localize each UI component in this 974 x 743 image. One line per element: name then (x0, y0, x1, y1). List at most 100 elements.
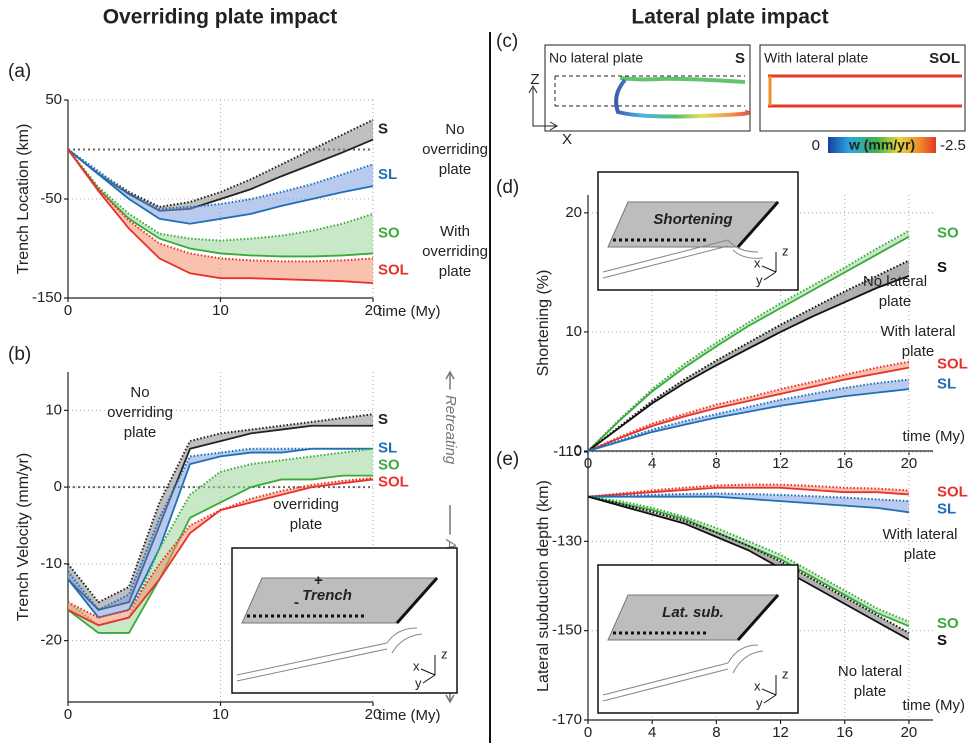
x-axis-label: time (My) (903, 697, 966, 714)
x-tick-label: 12 (772, 724, 789, 741)
inset-plate (602, 239, 764, 279)
x-tick-label: 4 (648, 724, 656, 741)
x-tick-label: 12 (772, 455, 789, 472)
series-line (587, 275, 910, 452)
series-upper-line (587, 492, 909, 503)
annotation: With lateral (882, 526, 957, 543)
band (588, 379, 909, 451)
annotation: No lateral (838, 663, 902, 680)
inset-plate (236, 627, 423, 682)
series-label: SO (378, 225, 400, 242)
band (588, 493, 909, 513)
annotation: overriding (107, 404, 173, 421)
inset-axis-letter: x (754, 255, 761, 270)
series-line (67, 148, 374, 285)
colorbar-label: 0 (812, 137, 820, 154)
y-tick-label: 50 (45, 91, 62, 108)
x-axis-label: time (My) (378, 707, 441, 724)
annotation: plate (854, 683, 887, 700)
y-tick-label: 0 (574, 442, 582, 459)
panel-letter: (b) (8, 344, 31, 365)
inset-trench (736, 594, 780, 641)
band (588, 230, 909, 451)
series-upper-line (67, 476, 374, 619)
y-tick-label: 10 (45, 401, 62, 418)
inset-axes (761, 675, 777, 704)
series-upper-line (587, 495, 910, 634)
series-line (587, 495, 910, 641)
y-tick-label: 10 (565, 323, 582, 340)
series-label: SL (378, 166, 397, 183)
series-line (588, 495, 910, 514)
band (588, 260, 909, 451)
heading: Lateral plate impact (631, 6, 828, 29)
annotation: No (445, 121, 464, 138)
y-axis-label: Lateral subduction depth (km) (535, 480, 552, 692)
colorbar-label: -2.5 (940, 137, 966, 154)
annotation: plate (879, 293, 912, 310)
panel-letter: (c) (496, 31, 518, 52)
axis-line (67, 372, 373, 703)
series-label: S (937, 259, 947, 276)
annotation: plate (902, 343, 935, 360)
series-label: SO (378, 457, 400, 474)
x-tick-label: 20 (365, 302, 382, 319)
inset-axis-letter: x (413, 658, 420, 673)
side-label-bg (440, 389, 460, 470)
annotation: plate (290, 516, 323, 533)
x-tick-label: 20 (901, 455, 918, 472)
series-label: SL (378, 440, 397, 457)
x-tick-label: 20 (365, 706, 382, 723)
series-label: SL (937, 500, 956, 517)
y-tick-label: -10 (40, 555, 62, 572)
y-tick-label: 0 (54, 478, 62, 495)
inset-plate (602, 644, 764, 702)
x-tick-label: 8 (712, 724, 720, 741)
series-line (587, 235, 910, 452)
inset-label: Shortening (653, 211, 732, 228)
series-line (67, 148, 374, 225)
series-upper-line (67, 148, 374, 242)
colorbar-title: w (mm/yr) (848, 137, 915, 153)
series-line (67, 447, 373, 619)
panel-letter: (a) (8, 61, 31, 82)
panel-c-right: With lateral plate SOL (759, 44, 966, 132)
band (588, 484, 909, 497)
y-tick-label: -150 (552, 622, 582, 639)
inset-axes (761, 252, 777, 281)
x-tick-label: 16 (836, 724, 853, 741)
inset-axis-letter: y (415, 675, 422, 690)
annotation: No (130, 384, 149, 401)
inset-label: Lat. sub. (662, 604, 724, 621)
colorbar (828, 137, 936, 153)
x-tick-label: 8 (712, 455, 720, 472)
series-label: SOL (937, 483, 968, 500)
inset-axis-letter: y (756, 272, 763, 287)
annotation: With lateral (880, 323, 955, 340)
series-label: SOL (378, 474, 409, 491)
image-tag: SOL (929, 50, 960, 67)
axis-letter: Z (530, 71, 539, 88)
annotation: plate (124, 424, 157, 441)
heading: Overriding plate impact (103, 6, 338, 29)
series-label: SOL (378, 262, 409, 279)
annotation: overriding (422, 141, 488, 158)
band (68, 448, 373, 618)
y-tick-label: -130 (552, 532, 582, 549)
annotation: overriding (422, 243, 488, 260)
y-tick-label: 20 (565, 204, 582, 221)
x-tick-label: 10 (212, 706, 229, 723)
panel-c-left: No lateral plate S (544, 44, 751, 132)
annotation: plate (904, 546, 937, 563)
inset-sign: + (314, 572, 323, 589)
series-label: S (378, 121, 388, 138)
image-title: With lateral plate (764, 50, 868, 66)
series-upper-line (67, 413, 374, 604)
x-tick-label: 0 (64, 302, 72, 319)
y-axis-label: Trench Location (km) (15, 124, 32, 275)
series-upper-line (587, 483, 909, 498)
series-label: SO (937, 225, 959, 242)
series-line (587, 486, 909, 498)
y-tick-label: -170 (552, 711, 582, 728)
x-axis-label: time (My) (903, 428, 966, 445)
